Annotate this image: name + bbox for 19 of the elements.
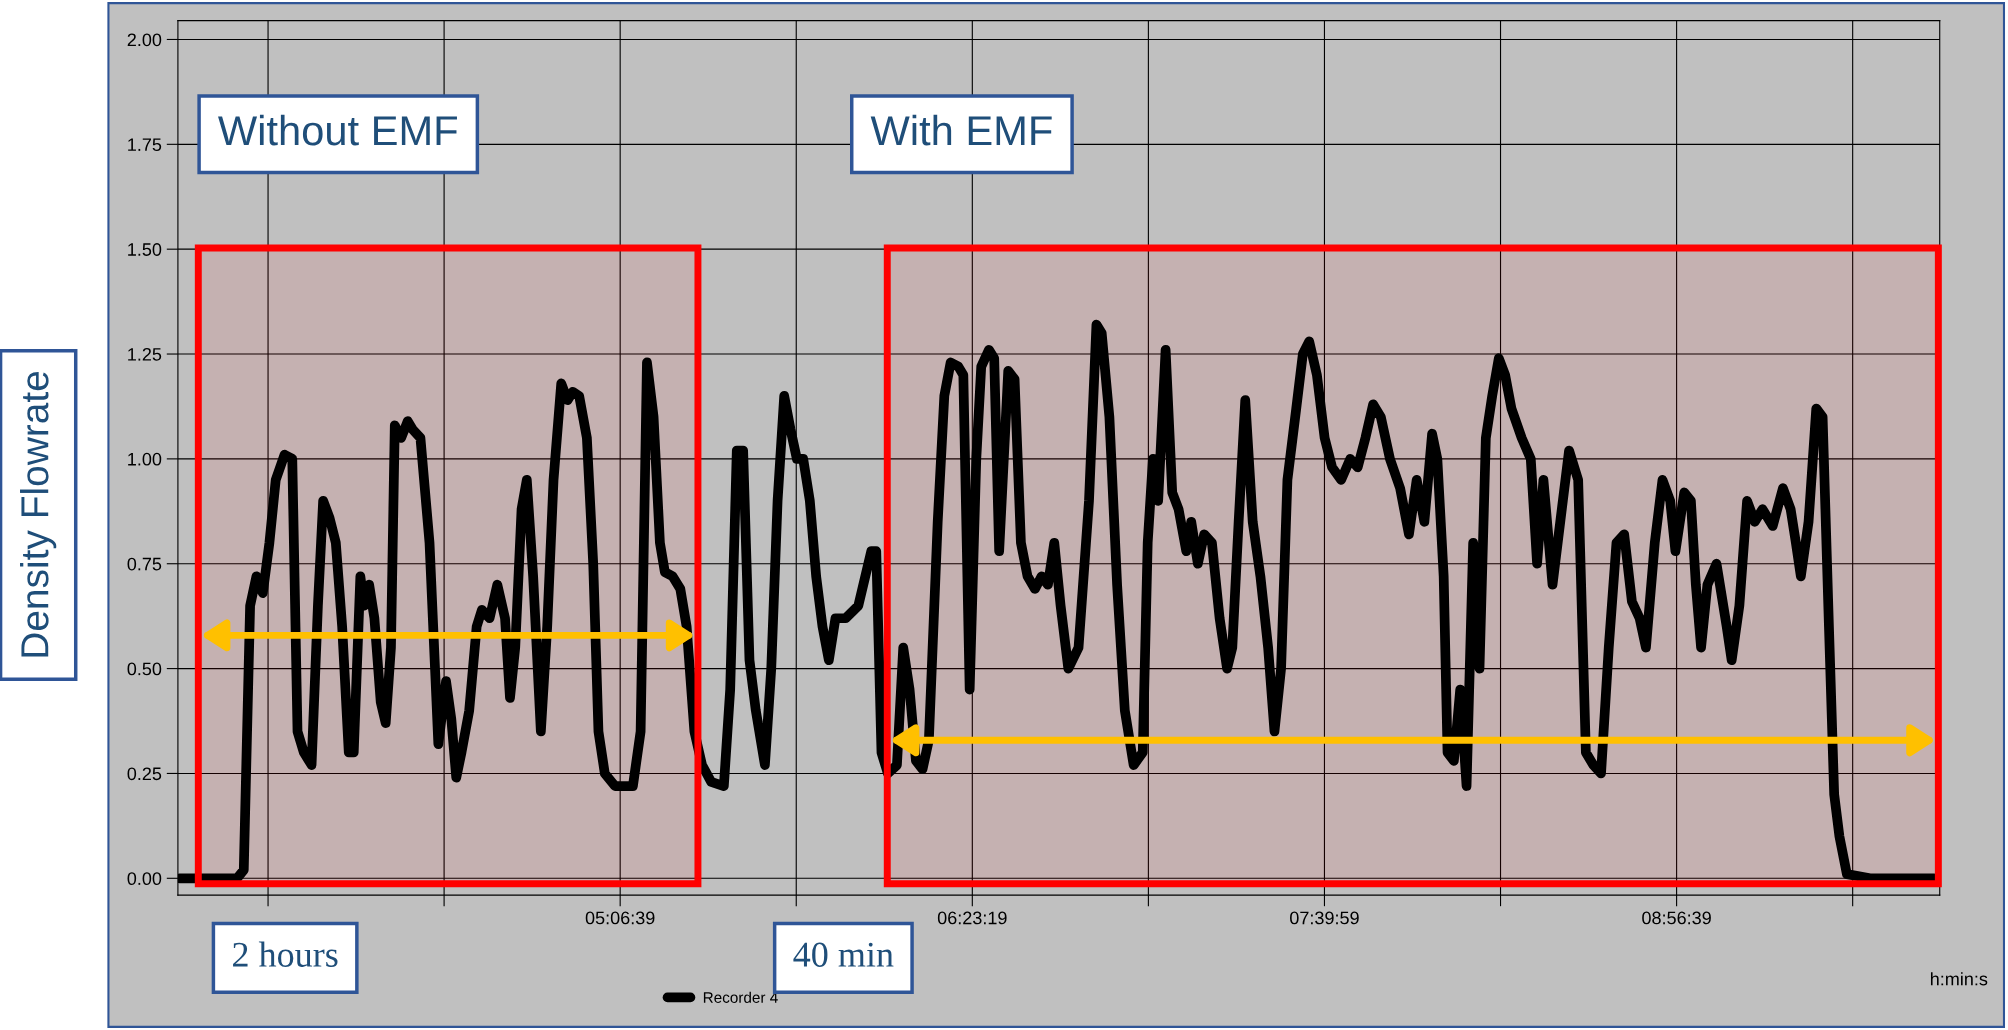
- x-tick-label: 05:06:39: [585, 911, 655, 925]
- y-tick-label: 1.25: [128, 347, 162, 361]
- y-tick-label: 0.50: [127, 662, 162, 676]
- y-tick-label: 2.00: [127, 33, 162, 47]
- x-axis-title: h:min:s: [1930, 972, 1988, 986]
- band-label: Without EMF: [218, 114, 457, 146]
- y-axis-title: Density Flowrate: [20, 371, 57, 657]
- band-label: With EMF: [870, 114, 1052, 146]
- y-tick-label: 1.00: [128, 452, 162, 466]
- y-tick-label: 0.25: [127, 767, 162, 781]
- text: 40 min: [793, 942, 894, 967]
- y-tick-label: 0.75: [127, 557, 162, 571]
- x-tick-label: 07:39:59: [1290, 911, 1359, 925]
- y-tick-label: 0.00: [127, 872, 162, 886]
- y-tick-label: 1.75: [128, 138, 162, 152]
- y-tick-label: 1.50: [128, 243, 162, 256]
- text: 2 hours: [233, 941, 338, 967]
- x-tick-label: 08:56:39: [1642, 911, 1711, 925]
- x-tick-label: 06:23:19: [937, 911, 1007, 925]
